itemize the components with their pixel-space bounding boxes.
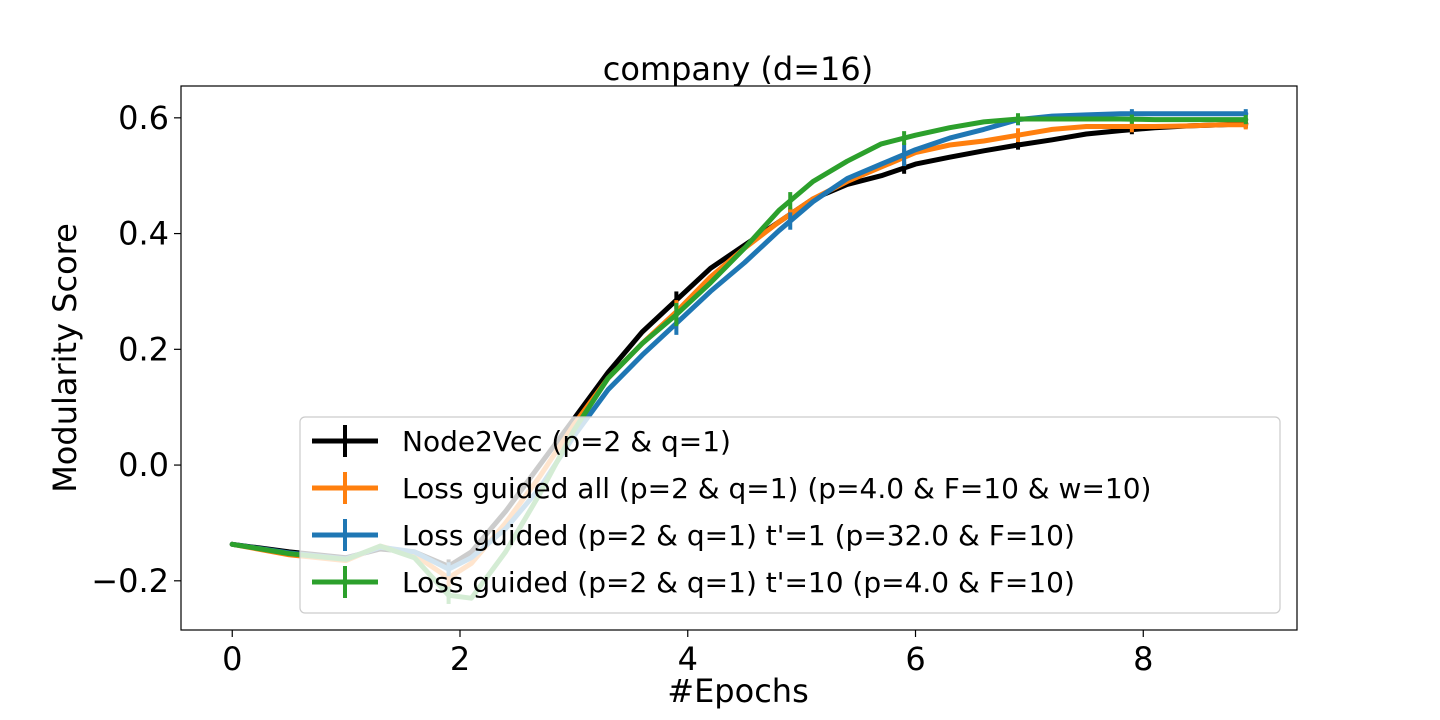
legend-label: Loss guided (p=2 & q=1) t'=1 (p=32.0 & F… — [402, 519, 1075, 552]
y-tick-label: −0.2 — [91, 562, 169, 600]
plot-frame — [180, 85, 1298, 631]
y-tick-label: 0.6 — [118, 99, 169, 137]
x-axis-title: #Epochs — [667, 672, 808, 710]
y-tick-label: 0.4 — [118, 215, 169, 253]
x-tick-label: 6 — [905, 640, 925, 678]
y-axis: −0.2 0.0 0.2 0.4 0.6 — [91, 99, 181, 600]
legend-entry: Loss guided (p=2 & q=1) t'=1 (p=32.0 & F… — [312, 519, 1075, 552]
legend-label: Loss guided (p=2 & q=1) t'=10 (p=4.0 & F… — [402, 566, 1075, 599]
legend-label: Node2Vec (p=2 & q=1) — [402, 425, 731, 458]
x-tick-label: 0 — [222, 640, 242, 678]
x-tick-label: 4 — [678, 640, 698, 678]
y-tick-label: 0.0 — [118, 446, 169, 484]
x-axis: 0 2 4 6 8 — [222, 630, 1153, 678]
x-tick-label: 8 — [1133, 640, 1153, 678]
chart-title: company (d=16) — [603, 50, 873, 88]
legend-label: Loss guided all (p=2 & q=1) (p=4.0 & F=1… — [402, 472, 1151, 505]
y-axis-title: Modularity Score — [46, 223, 84, 493]
x-tick-label: 2 — [450, 640, 470, 678]
legend-box — [299, 416, 1281, 614]
y-tick-label: 0.2 — [118, 330, 169, 368]
legend-entry: Node2Vec (p=2 & q=1) — [312, 425, 731, 458]
legend-entry: Loss guided (p=2 & q=1) t'=10 (p=4.0 & F… — [312, 566, 1075, 599]
legend: Node2Vec (p=2 & q=1) Loss guided all (p=2… — [299, 416, 1281, 614]
legend-entry: Loss guided all (p=2 & q=1) (p=4.0 & F=1… — [312, 472, 1151, 505]
